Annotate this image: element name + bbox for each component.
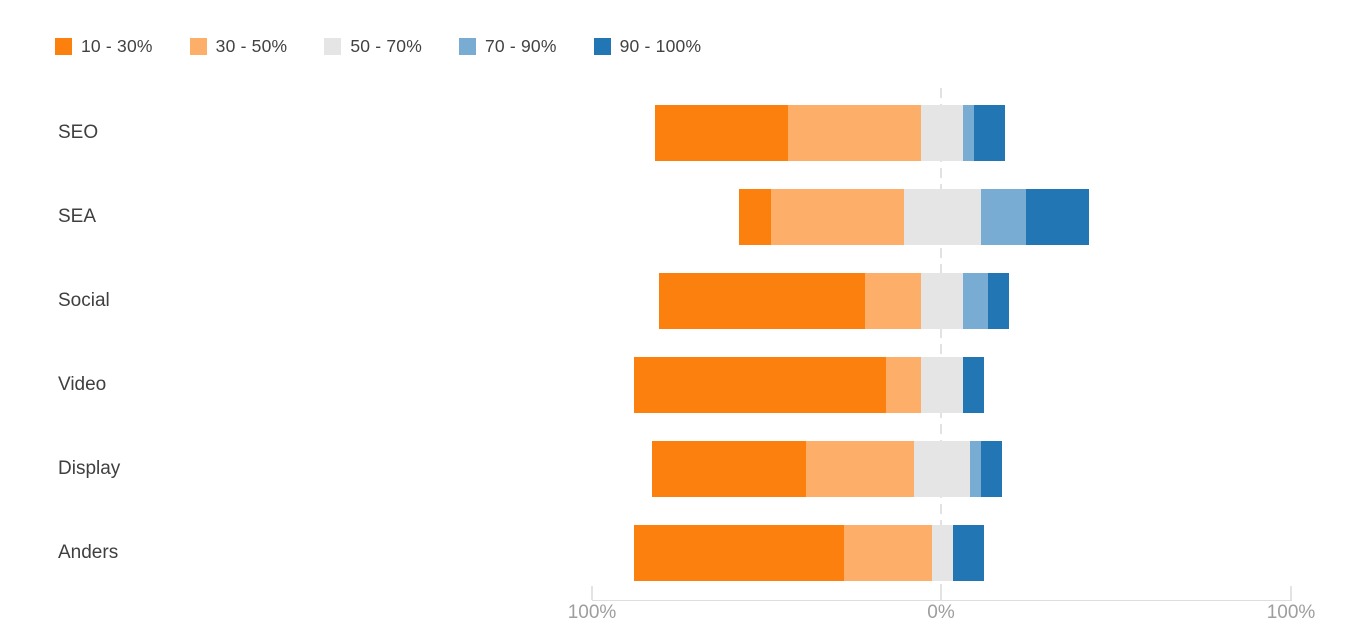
legend-swatch-icon xyxy=(593,38,611,55)
category-label-social: Social xyxy=(58,290,110,311)
category-label-video: Video xyxy=(58,374,107,395)
legend-swatch-icon xyxy=(55,38,72,55)
bar-row-social: Social xyxy=(0,259,1355,343)
bar-segment-sea-2[interactable] xyxy=(903,189,981,245)
bar-segment-video-2[interactable] xyxy=(921,357,963,413)
x-axis-label-right: 100% xyxy=(1266,602,1316,623)
x-axis-label-left: 100% xyxy=(567,602,617,623)
bar-segment-sea-0[interactable] xyxy=(739,189,771,245)
x-axis-tick-center xyxy=(940,586,942,600)
bar-row-display: Display xyxy=(0,427,1355,511)
x-axis-line xyxy=(592,600,1292,601)
category-label-seo: SEO xyxy=(58,122,99,143)
category-label-anders: Anders xyxy=(58,542,119,563)
legend-swatch-icon xyxy=(189,38,207,55)
bar-segment-display-2[interactable] xyxy=(914,441,970,497)
bar-segment-sea-1[interactable] xyxy=(770,189,904,245)
bar-segment-anders-0[interactable] xyxy=(634,525,844,581)
legend-label: 10 - 30% xyxy=(81,36,153,56)
bar-segment-video-0[interactable] xyxy=(634,357,886,413)
bar-segment-sea-3[interactable] xyxy=(980,189,1026,245)
bar-segment-seo-1[interactable] xyxy=(788,105,921,161)
bar-segment-sea-4[interactable] xyxy=(1026,189,1089,245)
legend-item-2[interactable]: 50 - 70% xyxy=(324,36,422,57)
bar-row-sea: SEA xyxy=(0,175,1355,259)
bar-segment-social-0[interactable] xyxy=(658,273,865,329)
legend-swatch-icon xyxy=(324,38,342,55)
bar-segment-social-4[interactable] xyxy=(987,273,1009,329)
bar-segment-social-2[interactable] xyxy=(921,273,963,329)
legend-label: 70 - 90% xyxy=(484,36,557,56)
bar-segment-video-4[interactable] xyxy=(963,357,984,413)
legend-item-1[interactable]: 30 - 50% xyxy=(189,36,288,57)
bar-segment-seo-0[interactable] xyxy=(655,105,788,161)
legend-swatch-icon xyxy=(458,38,476,55)
legend: 10 - 30% 30 - 50% 50 - 70% 70 - 90% 90 - 100… xyxy=(55,36,701,57)
bar-segment-display-3[interactable] xyxy=(970,441,981,497)
category-label-sea: SEA xyxy=(58,206,97,227)
legend-item-3[interactable]: 70 - 90% xyxy=(458,36,557,57)
legend-label: 30 - 50% xyxy=(215,36,288,56)
bar-rows: SEO SEA Social Video Display Anders xyxy=(0,91,1355,595)
zero-gridline xyxy=(940,88,942,600)
legend-label: 50 - 70% xyxy=(350,36,422,56)
bar-segment-display-1[interactable] xyxy=(805,441,914,497)
bar-row-seo: SEO xyxy=(0,91,1355,175)
bar-segment-display-0[interactable] xyxy=(651,441,806,497)
bar-segment-seo-4[interactable] xyxy=(973,105,1005,161)
bar-row-video: Video xyxy=(0,343,1355,427)
bar-segment-social-1[interactable] xyxy=(865,273,921,329)
bar-segment-display-4[interactable] xyxy=(980,441,1002,497)
x-axis-tick-right xyxy=(1290,586,1292,600)
bar-segment-social-3[interactable] xyxy=(963,273,988,329)
bar-row-anders: Anders xyxy=(0,511,1355,595)
bar-segment-anders-2[interactable] xyxy=(931,525,953,581)
legend-item-0[interactable]: 10 - 30% xyxy=(55,36,153,57)
bar-segment-video-1[interactable] xyxy=(886,357,921,413)
bar-segment-seo-2[interactable] xyxy=(921,105,963,161)
legend-label: 90 - 100% xyxy=(619,36,702,56)
legend-item-4[interactable]: 90 - 100% xyxy=(593,36,702,57)
x-axis-label-center: 0% xyxy=(927,602,955,623)
bar-segment-seo-3[interactable] xyxy=(963,105,974,161)
category-label-display: Display xyxy=(58,458,121,479)
bar-segment-anders-1[interactable] xyxy=(844,525,932,581)
bar-segment-anders-4[interactable] xyxy=(952,525,984,581)
x-axis-tick-left xyxy=(591,586,593,600)
